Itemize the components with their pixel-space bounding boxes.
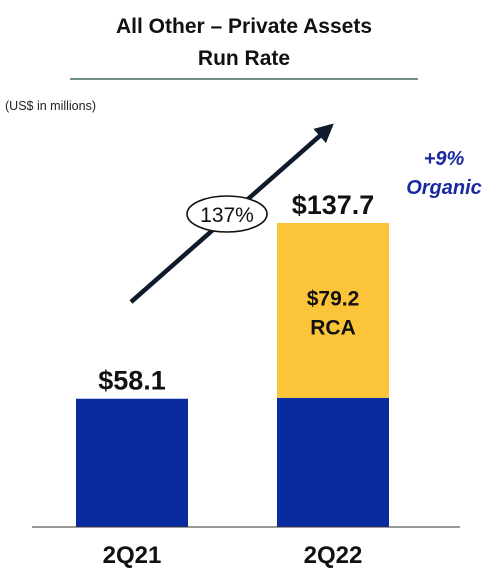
x-tick-label-2q21: 2Q21 [103,542,162,569]
total-label-2q21: $58.1 [98,366,166,396]
bar-2q22-rca [277,223,389,398]
growth-callout-ellipse [186,195,268,233]
x-tick-label-2q22: 2Q22 [304,542,363,569]
organic-growth-line-1: +9% [424,148,465,170]
chart-title-line-2: Run Rate [198,47,290,70]
bar-2q21-base [76,398,188,527]
chart-title-line-1: All Other – Private Assets [116,15,372,38]
labels-group: $58.1 2Q21 $137.7 2Q22 $79.2 RCA [98,190,374,569]
bar-2q22-base [277,397,389,527]
organic-growth-line-2: Organic [406,177,482,199]
bars-group [76,223,389,527]
growth-label: 137% [200,204,254,227]
units-note: (US$ in millions) [5,99,96,113]
total-label-2q22: $137.7 [292,190,375,220]
rca-segment-value-label: $79.2 [307,287,360,310]
rca-segment-name-label: RCA [310,316,356,339]
